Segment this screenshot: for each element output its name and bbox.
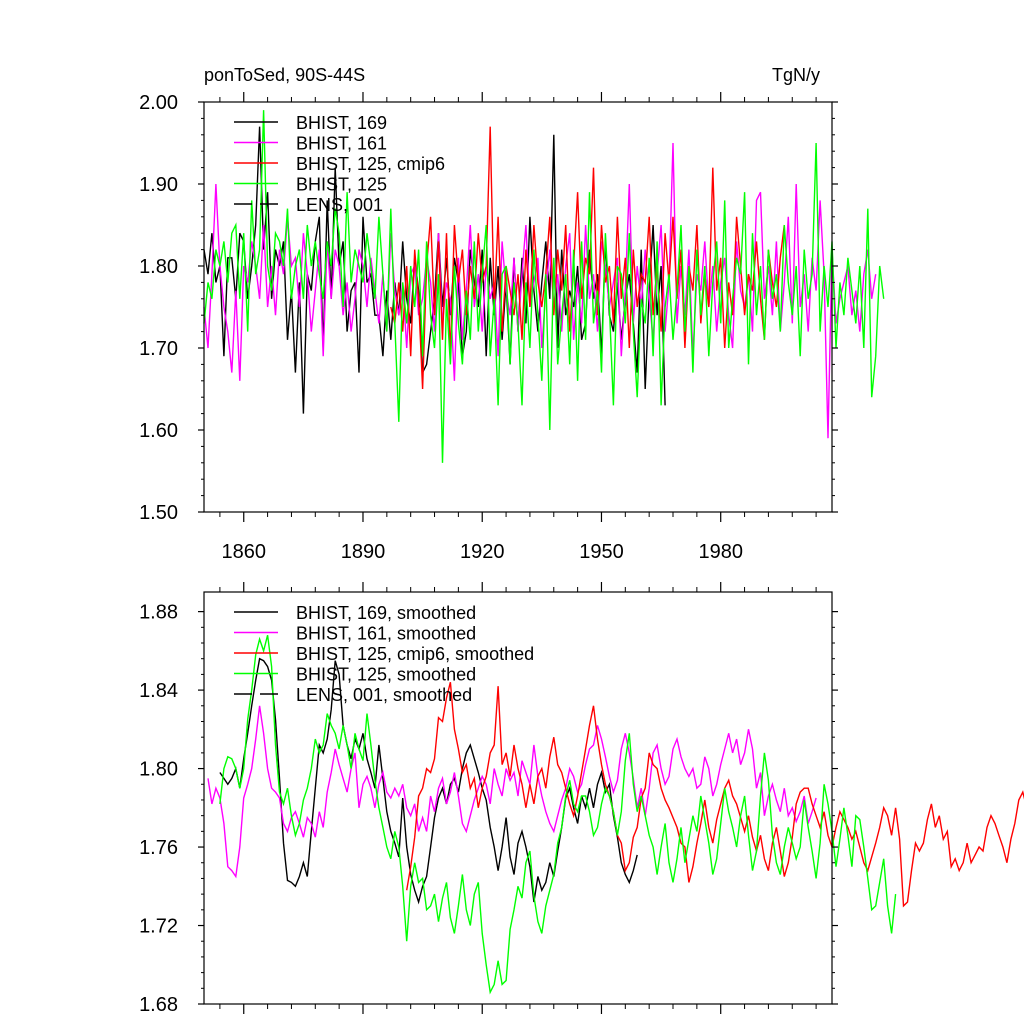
legend-label: BHIST, 125, cmip6, smoothed	[296, 644, 534, 664]
y-tick-label: 1.80	[139, 256, 178, 278]
y-tick-label: 1.88	[139, 602, 178, 624]
legend-label: BHIST, 169	[296, 113, 387, 133]
top-title-right: TgN/y	[772, 65, 820, 85]
series-line-4	[219, 635, 897, 995]
bottom-panel: 1.68 1.72 1.76 1.80 1.84 1.88 BHIST, 169, smoo…	[139, 582, 1024, 1016]
legend-label: LENS, 001, smoothed	[296, 685, 472, 705]
y-tick-label: 1.72	[139, 916, 178, 938]
y-tick-label: 1.76	[139, 837, 178, 859]
top-title-left: ponToSed, 90S-44S	[204, 65, 365, 85]
y-tick-label: 1.80	[139, 759, 178, 781]
x-tick-label: 1860	[221, 541, 266, 563]
y-tick-label: 1.70	[139, 338, 178, 360]
series-line-3	[406, 682, 1024, 908]
plot-frame	[203, 591, 833, 1005]
y-tick-label: 1.68	[139, 994, 178, 1016]
legend-label: BHIST, 169, smoothed	[296, 603, 476, 623]
series-line-2	[203, 142, 877, 439]
y-tick-label: 1.90	[139, 174, 178, 196]
x-tick-label: 1890	[341, 541, 386, 563]
x-tick-label: 1920	[460, 541, 505, 563]
y-tick-label: 1.60	[139, 420, 178, 442]
x-tick-label: 1980	[698, 541, 743, 563]
y-tick-label: 1.50	[139, 502, 178, 524]
y-tick-label: 1.84	[139, 680, 178, 702]
plot-frame	[203, 101, 833, 513]
legend-label: BHIST, 125, smoothed	[296, 665, 476, 685]
legend-label: BHIST, 125, cmip6	[296, 154, 445, 174]
legend-label: BHIST, 161	[296, 134, 387, 154]
top-panel: 1.50 1.60 1.70 1.80 1.90 2.00 1860 1890 1920 1950…	[139, 92, 885, 563]
legend-label: BHIST, 161, smoothed	[296, 624, 476, 644]
series-line-4	[203, 110, 885, 463]
legend-label: LENS, 001	[296, 195, 383, 215]
legend-label: BHIST, 125	[296, 175, 387, 195]
series-line-2	[207, 705, 817, 879]
x-tick-label: 1950	[579, 541, 624, 563]
series-line-1	[219, 657, 638, 905]
y-tick-label: 2.00	[139, 92, 178, 114]
